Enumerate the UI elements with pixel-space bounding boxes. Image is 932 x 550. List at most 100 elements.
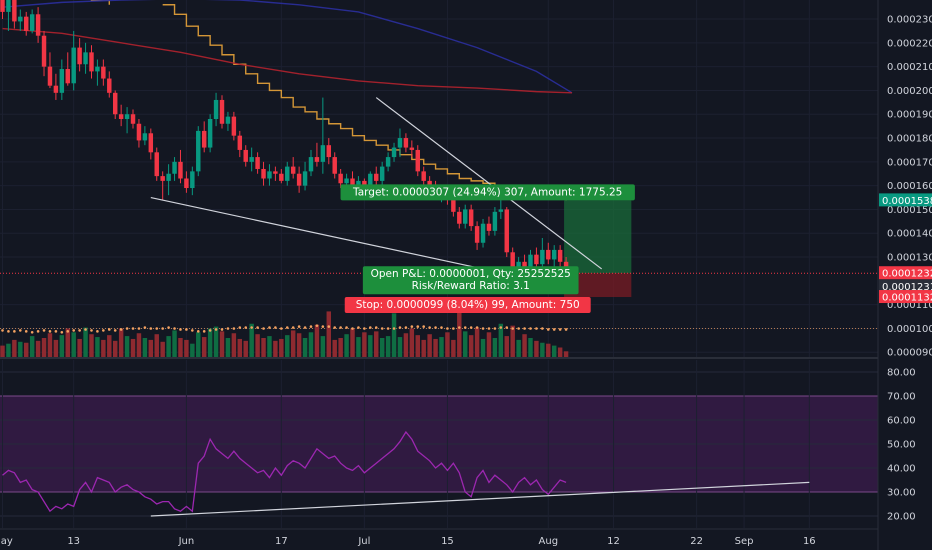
- candle-body: [368, 173, 373, 189]
- candle-body: [41, 35, 47, 67]
- stop-label-bg: [344, 297, 591, 314]
- candle-body: [231, 116, 237, 136]
- price-tag: 0.0001538: [879, 193, 932, 207]
- candle-body: [178, 161, 183, 179]
- volume-ma-point: [274, 326, 277, 329]
- volume-ma-point: [452, 327, 455, 330]
- candle-body: [498, 209, 504, 212]
- candle-body: [273, 171, 278, 174]
- volume-bar: [225, 338, 231, 357]
- volume-bar: [534, 340, 539, 357]
- volume-bar: [124, 336, 130, 357]
- volume-ma-point: [357, 326, 360, 329]
- volume-bar: [368, 335, 373, 357]
- candle-body: [308, 157, 314, 172]
- volume-ma-point: [351, 327, 354, 330]
- volume-ma-point: [167, 326, 170, 329]
- stop-zone[interactable]: [564, 273, 632, 298]
- candle-body: [374, 173, 379, 181]
- candle-body: [112, 92, 118, 115]
- time-axis[interactable]: May 13 Jun 17 Jul 15 Aug 12 22 Sep 16: [0, 536, 816, 547]
- candle-body: [118, 114, 124, 119]
- volume-bar: [107, 335, 112, 357]
- volume-ma-point: [404, 326, 408, 329]
- rsi-trendline[interactable]: [150, 481, 810, 517]
- price-tag-bg: [879, 193, 932, 207]
- rsi-pane[interactable]: [0, 360, 878, 528]
- volume-ma-point: [72, 329, 75, 332]
- volume-bar: [47, 333, 53, 357]
- volume-bar: [409, 328, 415, 357]
- volume-ma-point: [220, 328, 224, 331]
- candle-body: [379, 166, 385, 181]
- price-tag-bg: [879, 290, 932, 304]
- candle-body: [302, 171, 308, 186]
- volume-ma-point: [511, 327, 514, 330]
- candle-body: [0, 0, 5, 12]
- volume-ma-point: [214, 328, 218, 331]
- candle-body: [451, 199, 456, 212]
- volume-bar: [356, 337, 361, 357]
- volume-bar: [498, 323, 504, 357]
- volume-bar: [510, 325, 515, 357]
- volume-bar: [201, 337, 207, 357]
- volume-ma-point: [386, 327, 390, 330]
- volume-bar: [190, 343, 195, 357]
- candle-body: [53, 85, 59, 93]
- volume-ma-point: [315, 324, 319, 327]
- candle-body: [18, 16, 23, 22]
- volume-ma-point: [291, 326, 295, 329]
- candle-body: [65, 69, 70, 84]
- volume-bar: [439, 337, 444, 357]
- volume-bar: [302, 338, 308, 357]
- volume-bar: [160, 341, 165, 357]
- volume-bar: [504, 336, 509, 357]
- volume-bar: [463, 331, 468, 357]
- volume-bar: [362, 332, 367, 357]
- volume-ma-point: [244, 326, 248, 329]
- volume-ma-point: [208, 329, 212, 332]
- candle-body: [528, 254, 533, 272]
- volume-bar: [71, 332, 76, 357]
- volume-ma-point: [517, 327, 520, 330]
- volume-bar: [178, 338, 183, 357]
- candle-body: [71, 47, 76, 84]
- trendlines[interactable]: [150, 97, 603, 270]
- volume-ma-point: [232, 327, 236, 330]
- volume-bar: [391, 313, 397, 357]
- volume-bar: [516, 339, 521, 357]
- volume-ma-point: [155, 327, 159, 330]
- pnl-label-text: Open P&L: 0.0000001, Qty: 25252525: [371, 268, 571, 280]
- volume-bar: [486, 332, 492, 357]
- target-zone[interactable]: [564, 200, 632, 274]
- price-tag-label: 0.0001232: [882, 269, 932, 280]
- price-trendline[interactable]: [375, 97, 603, 270]
- volume-bar: [374, 331, 379, 357]
- volume-bar: [148, 339, 154, 357]
- volume-bar: [261, 338, 266, 357]
- candle-body: [516, 261, 521, 267]
- price-pane[interactable]: Target: 0.0000307 (24.94%) 307, Amount: …: [0, 0, 878, 357]
- rsi-axis[interactable]: 80.00 70.00 60.00 50.00 40.00 30.00 20.00: [887, 368, 916, 523]
- volume-bar: [184, 339, 189, 357]
- volume-ma-point: [446, 327, 449, 330]
- candle-body: [130, 114, 136, 124]
- price-trendline[interactable]: [150, 196, 484, 270]
- volume-bar: [231, 333, 237, 357]
- pnl-label-bg: [362, 266, 579, 295]
- volume-ma-point: [196, 330, 200, 333]
- volume-ma-point: [552, 328, 556, 331]
- volume-bar: [59, 335, 65, 357]
- target-label-text: Target: 0.0000307 (24.94%) 307, Amount: …: [352, 186, 622, 198]
- volume-ma-point: [107, 328, 111, 331]
- candle-body: [148, 133, 154, 153]
